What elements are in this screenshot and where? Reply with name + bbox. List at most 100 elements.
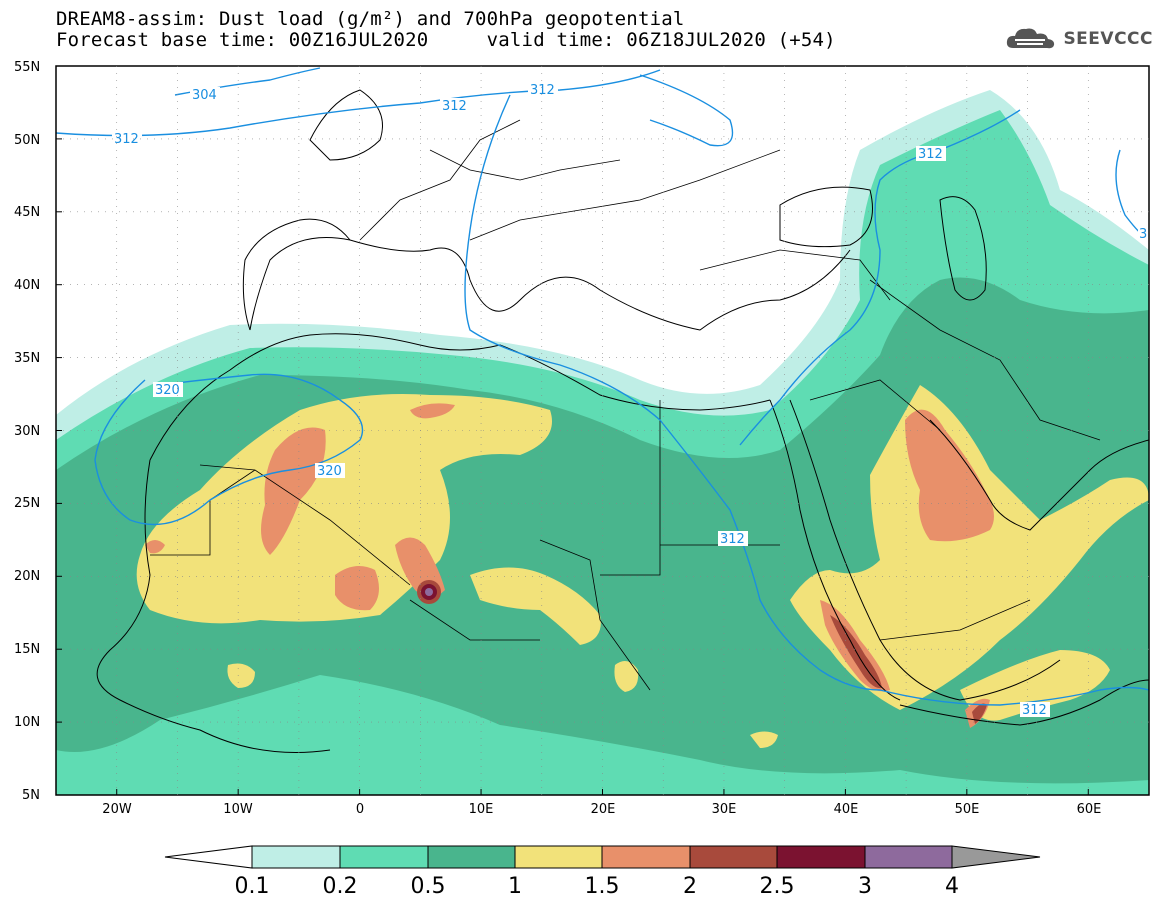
coast-red-sea-east bbox=[789, 399, 1061, 701]
border-libya-egypt bbox=[600, 400, 661, 576]
dust-band-1-ethiopia bbox=[750, 731, 778, 748]
colorbar: 0.1 0.2 0.5 1 1.5 2 2.5 3 4 bbox=[164, 845, 1041, 899]
dust-band-2-yemen bbox=[972, 703, 987, 724]
border-iran bbox=[869, 279, 1101, 441]
contour-312-europe bbox=[639, 74, 734, 147]
colorbar-swatch-2 bbox=[427, 845, 516, 869]
coast-iberia bbox=[242, 218, 351, 331]
dust-band-1.5-mali bbox=[335, 566, 379, 611]
colorbar-label-2: 2 bbox=[683, 874, 697, 899]
coast-west-africa bbox=[96, 459, 331, 753]
lat-label-35n: 35N bbox=[14, 351, 40, 366]
lon-label-60e: 60E bbox=[1077, 802, 1102, 817]
coast-caspian bbox=[939, 196, 987, 301]
dust-band-1-arabia bbox=[790, 385, 1149, 710]
dust-band-1-niger bbox=[470, 567, 601, 645]
contour-label-312-west: 312 bbox=[114, 132, 139, 147]
logo-text: SEEVCCC bbox=[1063, 29, 1153, 49]
colorbar-label-1: 1 bbox=[508, 874, 522, 899]
contour-label-304: 304 bbox=[192, 88, 217, 103]
lon-label-20e: 20E bbox=[591, 802, 616, 817]
contour-label-312-central: 312 bbox=[530, 83, 555, 98]
lon-label-40e: 40E bbox=[834, 802, 859, 817]
lat-label-15n: 15N bbox=[14, 642, 40, 657]
lon-label-50e: 50E bbox=[955, 802, 980, 817]
colorbar-label-0.2: 0.2 bbox=[323, 874, 358, 899]
lon-label-10e: 10E bbox=[469, 802, 494, 817]
border-mauritania bbox=[150, 469, 256, 556]
map-title: DREAM8-assim: Dust load (g/m²) and 700hP… bbox=[56, 8, 685, 30]
colorbar-swatch-6 bbox=[776, 845, 866, 869]
colorbar-label-4: 4 bbox=[945, 874, 959, 899]
lat-label-25n: 25N bbox=[14, 496, 40, 511]
contour-label-320-west: 320 bbox=[155, 383, 180, 398]
dust-band-1-mali bbox=[227, 663, 255, 688]
lat-label-30n: 30N bbox=[14, 424, 40, 439]
dust-band-1.5-mauritania bbox=[261, 427, 326, 555]
colorbar-swatch-5 bbox=[689, 845, 778, 869]
contour-label-312-sudan: 312 bbox=[720, 532, 745, 547]
coast-europe-south bbox=[249, 237, 851, 331]
coast-red-sea-west bbox=[769, 399, 901, 701]
lon-label-20w: 20W bbox=[102, 802, 132, 817]
border-niger-nigeria bbox=[409, 599, 540, 641]
country-borders bbox=[150, 119, 1101, 691]
coastlines bbox=[96, 89, 1149, 753]
colorbar-swatch-3 bbox=[514, 845, 603, 869]
coast-north-africa bbox=[149, 333, 771, 461]
colorbar-under-triangle bbox=[164, 845, 253, 869]
lat-label-50n: 50N bbox=[14, 133, 40, 148]
lon-label-0: 0 bbox=[356, 802, 364, 817]
contour-312-north bbox=[56, 69, 661, 137]
lat-label-45n: 45N bbox=[14, 205, 40, 220]
longitude-labels: 20W 10W 0 10E 20E 30E 40E 50E 60E bbox=[102, 802, 1101, 817]
colorbar-label-1.5: 1.5 bbox=[585, 874, 620, 899]
lat-label-10n: 10N bbox=[14, 715, 40, 730]
lat-label-55n: 55N bbox=[14, 60, 40, 75]
cloud-icon bbox=[1007, 28, 1055, 49]
map-subtitle: Forecast base time: 00Z16JUL2020 valid t… bbox=[56, 29, 836, 51]
colorbar-label-2.5: 2.5 bbox=[760, 874, 795, 899]
border-algeria-mali bbox=[199, 464, 411, 586]
graticule bbox=[56, 66, 1149, 795]
coast-black-sea bbox=[779, 186, 873, 248]
contour-label-312-caspian: 312 bbox=[918, 147, 943, 162]
colorbar-swatch-0 bbox=[251, 845, 341, 869]
lon-label-30e: 30E bbox=[712, 802, 737, 817]
contour-label-320-sahara: 320 bbox=[317, 464, 342, 479]
colorbar-swatch-1 bbox=[339, 845, 429, 869]
lat-label-5n: 5N bbox=[22, 788, 40, 803]
border-turkey bbox=[699, 249, 891, 301]
contour-label-312-europe: 312 bbox=[442, 99, 467, 114]
latitude-labels: 55N 50N 45N 40N 35N 30N 25N 20N 15N 10N … bbox=[14, 60, 40, 803]
border-europe-2 bbox=[469, 149, 781, 241]
dust-band-1-chad bbox=[614, 661, 639, 692]
colorbar-swatch-4 bbox=[601, 845, 691, 869]
border-saudi-iraq bbox=[809, 379, 941, 431]
dust-hotspot-core bbox=[425, 588, 433, 596]
dust-fields bbox=[56, 67, 1149, 795]
border-europe-3 bbox=[429, 149, 621, 181]
contour-label-312-arabian-sea: 312 bbox=[1022, 703, 1047, 718]
lat-label-40n: 40N bbox=[14, 278, 40, 293]
coast-persian-gulf bbox=[929, 419, 1149, 531]
seevccc-logo: SEEVCCC bbox=[1005, 26, 1153, 52]
dust-band-1.5-arabia bbox=[905, 409, 994, 542]
border-chad bbox=[539, 539, 651, 691]
border-europe-1 bbox=[359, 119, 521, 241]
colorbar-label-3: 3 bbox=[858, 874, 872, 899]
contour-320 bbox=[94, 373, 364, 526]
colorbar-label-0.1: 0.1 bbox=[235, 874, 270, 899]
lon-label-10w: 10W bbox=[223, 802, 253, 817]
colorbar-label-0.5: 0.5 bbox=[411, 874, 446, 899]
dust-band-1-horn bbox=[960, 650, 1110, 721]
dust-band-1.5-westsahara bbox=[145, 540, 165, 554]
contour-labels: 304 312 312 312 312 320 320 312 312 3 bbox=[112, 82, 1150, 718]
contour-label-3-east: 3 bbox=[1139, 227, 1147, 242]
border-saudi-yemen bbox=[879, 599, 1031, 641]
lat-label-20n: 20N bbox=[14, 569, 40, 584]
dust-band-1-sahara bbox=[136, 394, 552, 624]
colorbar-swatch-7 bbox=[864, 845, 953, 869]
colorbar-over-triangle bbox=[951, 845, 1041, 869]
